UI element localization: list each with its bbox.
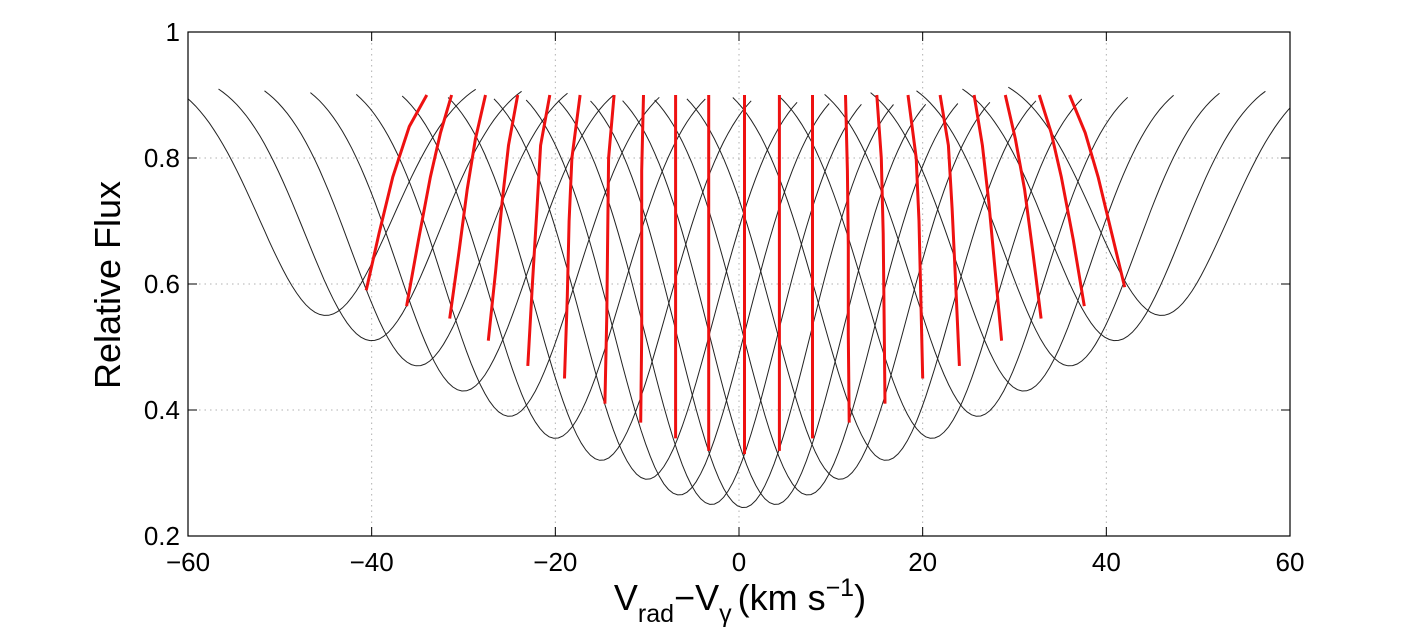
x-tick-label: 0: [732, 547, 746, 577]
line-profile: [824, 94, 1129, 417]
y-tick-label: 0.2: [144, 521, 180, 551]
x-title-close: ): [854, 577, 866, 618]
line-profile: [447, 97, 752, 461]
x-tick-labels: −60 −40 −20 0 20 40 60: [166, 547, 1305, 577]
bisector-line: [875, 94, 887, 404]
x-title-sup: −1: [826, 574, 855, 602]
bisector-line: [526, 94, 552, 366]
line-profile: [188, 88, 476, 316]
x-tick-label: −40: [350, 547, 394, 577]
y-tick-labels: 0.2 0.4 0.6 0.8 1: [144, 17, 180, 551]
x-tick-label: 60: [1276, 547, 1305, 577]
bisector-line: [1003, 94, 1043, 319]
line-profile: [401, 95, 706, 439]
line-profile: [310, 92, 614, 392]
bisector-line: [448, 94, 487, 319]
line-profile: [870, 92, 1174, 392]
bisector-line: [639, 94, 645, 423]
y-tick-label: 0.4: [144, 395, 180, 425]
line-profile: [218, 88, 522, 342]
line-bisectors: [364, 94, 1127, 455]
axis-ticks: [187, 31, 1291, 537]
line-profiles: [188, 86, 1290, 509]
bisector-line: [486, 94, 520, 341]
bisector-line: [563, 94, 582, 379]
bisector-line: [1037, 94, 1086, 307]
x-tick-label: 40: [1092, 547, 1121, 577]
x-tick-label: −60: [166, 547, 210, 577]
line-profile: [916, 90, 1220, 367]
bisector-line: [844, 94, 851, 423]
y-tick-label: 0.6: [144, 269, 180, 299]
bisector-line: [1068, 94, 1127, 288]
x-title-sub-rad: rad: [638, 600, 674, 628]
x-tick-label: −20: [533, 547, 577, 577]
bisector-line: [364, 94, 429, 291]
line-profile: [493, 98, 798, 480]
bisector-line: [906, 94, 925, 379]
bisector-line: [405, 94, 454, 307]
line-profile: [732, 97, 1037, 461]
line-profile: [654, 99, 959, 496]
line-profile: [1008, 86, 1290, 316]
bisector-line: [938, 94, 961, 366]
x-title-minus-v: −V: [674, 577, 719, 618]
y-tick-label: 1: [166, 17, 180, 47]
x-title-v: V: [614, 577, 638, 618]
y-tick-label: 0.8: [144, 143, 180, 173]
x-tick-label: 20: [908, 547, 937, 577]
line-profile: [962, 88, 1266, 342]
bisector-line: [972, 94, 1004, 341]
line-profile: [686, 98, 991, 480]
x-title-sub-gamma: γ: [719, 600, 732, 628]
y-axis-title: Relative Flux: [87, 181, 128, 389]
x-title-unit: (km s: [738, 577, 826, 618]
line-profile: [622, 100, 927, 505]
line-profile: [264, 90, 568, 367]
x-axis-title: Vrad−Vγ (km s−1): [614, 574, 866, 628]
bisector-line: [603, 94, 616, 404]
